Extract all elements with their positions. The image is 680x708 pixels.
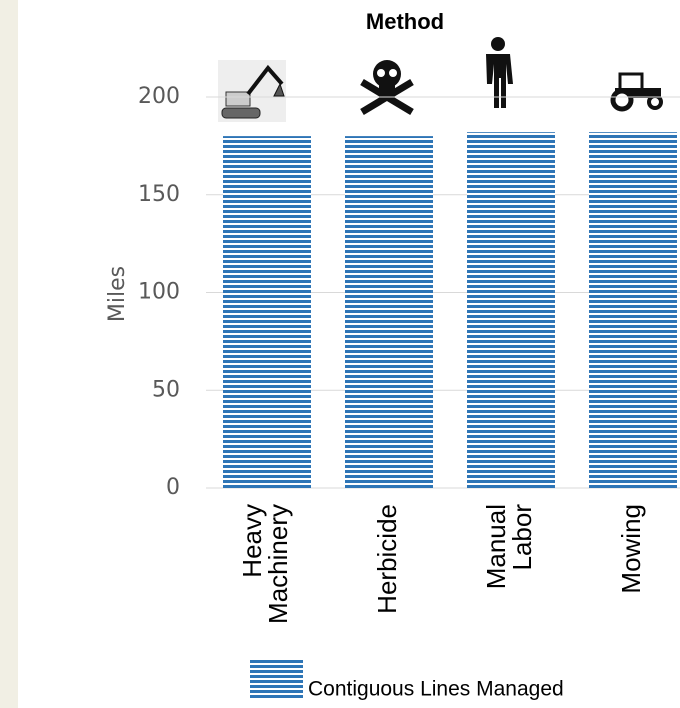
y-tick-label: 50 — [152, 377, 180, 402]
icons — [218, 37, 663, 122]
bar — [467, 132, 555, 488]
excavator-icon — [218, 60, 286, 122]
x-tick-label: Mowing — [616, 504, 646, 594]
bar — [345, 136, 433, 488]
tractor-icon — [610, 72, 663, 112]
legend-label: Contiguous Lines Managed — [308, 678, 564, 701]
y-tick-label: 0 — [166, 475, 180, 500]
skull-icon — [360, 60, 414, 116]
x-tick-label: HeavyMachinery — [237, 504, 293, 624]
y-axis-label: Miles — [105, 266, 130, 322]
x-tick-label: ManualLabor — [481, 504, 537, 590]
y-tick-label: 200 — [138, 84, 180, 109]
bar — [223, 136, 311, 488]
legend-swatch — [250, 660, 303, 700]
side-strip — [0, 0, 18, 708]
person-icon — [486, 37, 513, 108]
bar — [589, 132, 677, 488]
chart-title: Method — [366, 9, 444, 34]
y-tick-label: 100 — [138, 280, 180, 305]
y-tick-label: 150 — [138, 182, 180, 207]
x-tick-label: Herbicide — [372, 504, 402, 614]
